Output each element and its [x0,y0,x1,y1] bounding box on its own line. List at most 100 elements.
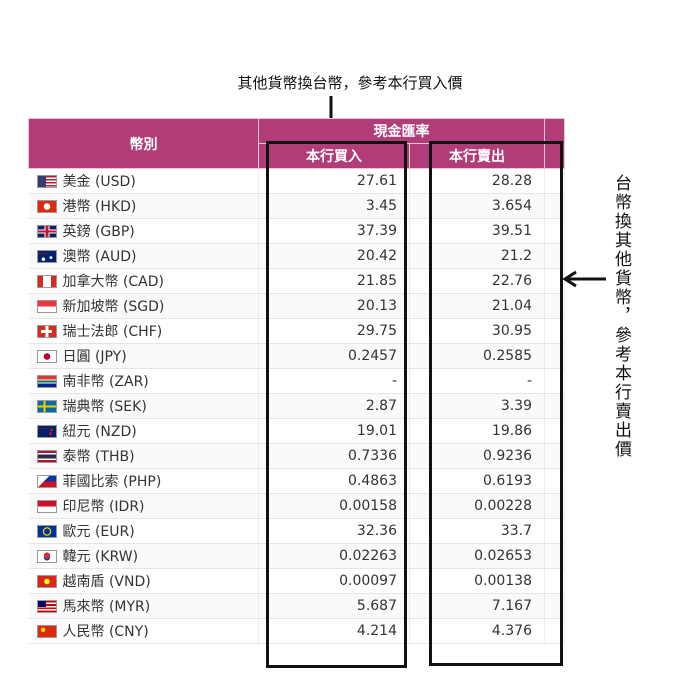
sell-rate-cell: 0.6193 [409,468,545,494]
spacer-cell [544,518,565,544]
sell-rate-cell: 33.7 [409,518,545,544]
currency-name: 美金 (USD) [62,174,136,190]
sell-rate-cell: 3.39 [409,393,545,419]
currency-name: 港幣 (HKD) [62,199,137,215]
table-row: 美金 (USD) 27.61 28.28 [28,168,565,194]
side-annotation: 台幣換其他貨幣，參考本行賣出價 [611,174,631,459]
spacer-cell [544,468,565,494]
table-row: 新加坡幣 (SGD) 20.13 21.04 [28,293,565,319]
buy-rate-cell: 32.36 [258,518,410,544]
sell-column-highlight [429,141,563,666]
currency-cell: 日圓 (JPY) [28,343,259,369]
table-row: 瑞士法郎 (CHF) 29.75 30.95 [28,318,565,344]
currency-cell: 紐元 (NZD) [28,418,259,444]
arrow-left-icon [562,270,606,288]
table-row: 加拿大幣 (CAD) 21.85 22.76 [28,268,565,294]
spacer-cell [544,543,565,569]
spacer-cell [544,618,565,644]
currency-name: 越南盾 (VND) [62,574,151,590]
exchange-rate-table-container: 幣別 現金匯率 本行買入 本行賣出 美金 (USD) 27.61 28.28 港幣 (… [28,118,565,644]
currency-name: 韓元 (KRW) [62,549,139,565]
table-row: 泰幣 (THB) 0.7336 0.9236 [28,443,565,469]
spacer-cell [544,393,565,419]
table-row: 菲國比索 (PHP) 0.4863 0.6193 [28,468,565,494]
table-row: 馬來幣 (MYR) 5.687 7.167 [28,593,565,619]
exchange-rate-table: 幣別 現金匯率 本行買入 本行賣出 美金 (USD) 27.61 28.28 港幣 (… [28,118,565,644]
currency-cell: 泰幣 (THB) [28,443,259,469]
table-row: 英鎊 (GBP) 37.39 39.51 [28,218,565,244]
buy-rate-cell: 0.7336 [258,443,410,469]
table-row: 日圓 (JPY) 0.2457 0.2585 [28,343,565,369]
currency-cell: 印尼幣 (IDR) [28,493,259,519]
buy-rate-cell: 27.61 [258,168,410,194]
sell-rate-cell: 21.2 [409,243,545,269]
spacer-cell [544,493,565,519]
sell-rate-cell: 3.654 [409,193,545,219]
buy-rate-cell: 5.687 [258,593,410,619]
currency-cell: 瑞士法郎 (CHF) [28,318,259,344]
currency-cell: 歐元 (EUR) [28,518,259,544]
currency-cell: 馬來幣 (MYR) [28,593,259,619]
sell-rate-cell: 19.86 [409,418,545,444]
cn-flag-icon [36,624,57,638]
currency-cell: 韓元 (KRW) [28,543,259,569]
currency-name: 澳幣 (AUD) [62,249,137,265]
spacer-cell [544,193,565,219]
sell-rate-cell: 22.76 [409,268,545,294]
sell-rate-cell: 30.95 [409,318,545,344]
vn-flag-icon [36,574,57,588]
buy-rate-cell: 0.4863 [258,468,410,494]
us-flag-icon [36,174,57,188]
table-row: 越南盾 (VND) 0.00097 0.00138 [28,568,565,594]
currency-name: 南非幣 (ZAR) [62,374,149,390]
buy-rate-cell: - [258,368,410,394]
currency-name: 瑞典幣 (SEK) [62,399,147,415]
buy-rate-cell: 20.42 [258,243,410,269]
table-row: 澳幣 (AUD) 20.42 21.2 [28,243,565,269]
buy-rate-cell: 0.2457 [258,343,410,369]
ca-flag-icon [36,274,57,288]
currency-cell: 新加坡幣 (SGD) [28,293,259,319]
sell-rate-cell: 21.04 [409,293,545,319]
currency-cell: 人民幣 (CNY) [28,618,259,644]
ph-flag-icon [36,474,57,488]
currency-cell: 越南盾 (VND) [28,568,259,594]
id-flag-icon [36,499,57,513]
currency-cell: 南非幣 (ZAR) [28,368,259,394]
sell-rate-cell: 39.51 [409,218,545,244]
my-flag-icon [36,599,57,613]
spacer-cell [544,418,565,444]
spacer-cell [544,218,565,244]
currency-name: 歐元 (EUR) [62,524,135,540]
table-body: 美金 (USD) 27.61 28.28 港幣 (HKD) 3.45 3.654 英鎊 (G… [28,168,565,644]
currency-cell: 美金 (USD) [28,168,259,194]
currency-name: 英鎊 (GBP) [62,224,135,240]
spacer-cell [544,343,565,369]
buy-rate-cell: 37.39 [258,218,410,244]
sell-rate-cell: 0.00228 [409,493,545,519]
table-row: 瑞典幣 (SEK) 2.87 3.39 [28,393,565,419]
currency-name: 菲國比索 (PHP) [62,474,162,490]
table-row: 歐元 (EUR) 32.36 33.7 [28,518,565,544]
sell-rate-cell: 0.02653 [409,543,545,569]
sell-rate-cell: 0.2585 [409,343,545,369]
currency-name: 泰幣 (THB) [62,449,135,465]
nz-flag-icon [36,424,57,438]
buy-rate-cell: 21.85 [258,268,410,294]
sell-rate-cell: 28.28 [409,168,545,194]
jp-flag-icon [36,349,57,363]
sg-flag-icon [36,299,57,313]
currency-cell: 英鎊 (GBP) [28,218,259,244]
table-row: 南非幣 (ZAR) - - [28,368,565,394]
gb-flag-icon [36,224,57,238]
currency-name: 加拿大幣 (CAD) [62,274,165,290]
spacer-cell [544,293,565,319]
buy-rate-cell: 3.45 [258,193,410,219]
currency-name: 馬來幣 (MYR) [62,599,151,615]
currency-name: 瑞士法郎 (CHF) [62,324,163,340]
se-flag-icon [36,399,57,413]
currency-cell: 瑞典幣 (SEK) [28,393,259,419]
currency-name: 紐元 (NZD) [62,424,137,440]
buy-rate-cell: 20.13 [258,293,410,319]
za-flag-icon [36,374,57,388]
